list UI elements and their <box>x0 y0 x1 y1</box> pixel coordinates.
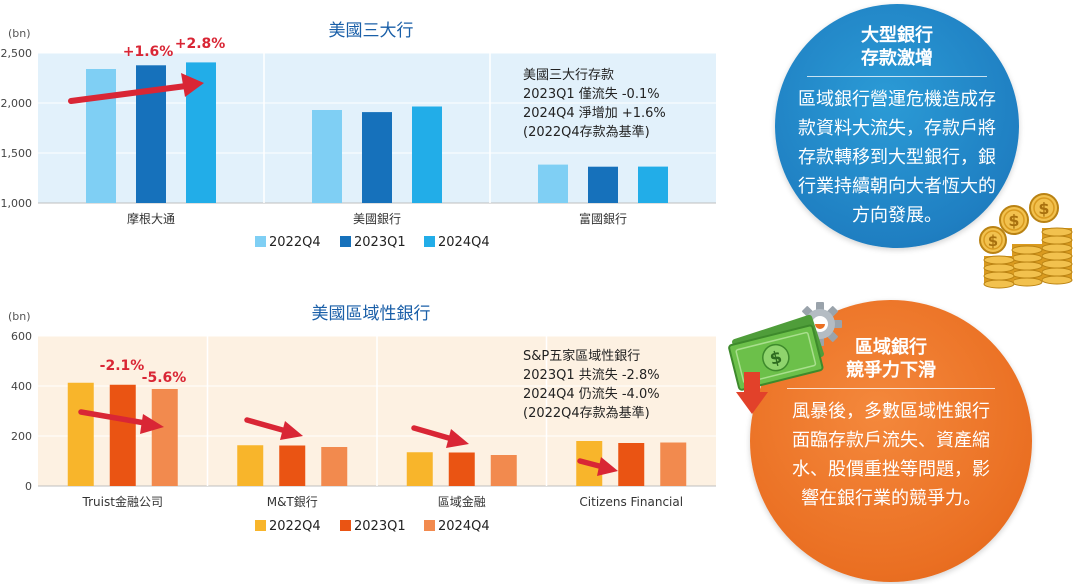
note-line-3: 2024Q4 淨增加 +1.6% <box>523 106 666 121</box>
x-tick-label: 美國銀行 <box>353 212 401 226</box>
y-unit-label: (bn) <box>8 27 31 40</box>
bar-2024q4-3 <box>660 442 687 486</box>
x-tick-label: 摩根大通 <box>127 211 175 226</box>
chart-big-banks: 美國三大行 (bn) 1,000 1,500 2,000 2,500 摩根大通 美國銀行… <box>0 0 740 270</box>
info-body-line-3: 水、股價重挫等問題，影 <box>792 459 990 480</box>
bar-2024q4-1 <box>321 447 348 486</box>
svg-text:$: $ <box>988 232 998 250</box>
bar-2024q4-0 <box>151 389 178 486</box>
y-tick-label: 400 <box>11 380 32 393</box>
info-body-line-4: 響在銀行業的競爭力。 <box>801 488 981 509</box>
legend: 2022Q4 2023Q1 2024Q4 <box>255 519 490 534</box>
pct-label-q4: -5.6% <box>142 370 187 386</box>
decrease-arrow-citizens <box>577 457 618 476</box>
coin-stack-icon: $ $ $ <box>979 193 1073 289</box>
bar-2023q1-1 <box>362 112 392 203</box>
pct-label-q1: -2.1% <box>100 358 145 374</box>
legend-label-2024q4: 2024Q4 <box>438 235 490 250</box>
bar-2022q4-0 <box>86 69 116 203</box>
legend-swatch-2022q4 <box>255 520 266 531</box>
info-body-line-2: 款資料大流失，存款戶將 <box>798 118 996 139</box>
bar-2022q4-1 <box>237 445 264 486</box>
decrease-arrow-regions <box>411 425 469 448</box>
info-body-line-2: 面臨存款戶流失、資產縮 <box>792 430 990 451</box>
y-tick-label: 1,500 <box>1 147 33 160</box>
note-line-4: (2022Q4存款為基準) <box>523 405 650 421</box>
bar-2022q4-0 <box>67 382 94 486</box>
bar-2024q4-2 <box>490 455 517 486</box>
info-title-line-1: 區域銀行 <box>855 337 927 358</box>
bar-2023q1-2 <box>448 452 475 486</box>
bar-2022q4-2 <box>538 164 568 203</box>
legend-swatch-2023q1 <box>340 236 351 247</box>
legend-swatch-2024q4 <box>424 236 435 247</box>
bar-2022q4-2 <box>406 452 433 486</box>
legend-swatch-2023q1 <box>340 520 351 531</box>
info-title-line-2: 競爭力下滑 <box>846 360 936 381</box>
note-line-4: (2022Q4存款為基準) <box>523 124 650 140</box>
decrease-arrow-truist <box>78 409 164 434</box>
svg-text:$: $ <box>1038 199 1049 218</box>
bar-2023q1-0 <box>109 384 136 486</box>
chart-title: 美國區域性銀行 <box>312 304 431 324</box>
y-tick-label: 2,000 <box>1 97 33 110</box>
decrease-arrow-mt <box>244 417 303 440</box>
bar-2022q4-1 <box>312 110 342 203</box>
svg-text:$: $ <box>768 347 784 369</box>
bar-2023q1-2 <box>588 166 618 203</box>
regional-banks-svg: 美國區域性銀行 (bn) 0 200 400 600 Truist金融公司 M&T銀行 區… <box>8 304 716 534</box>
x-tick-label: Citizens Financial <box>579 495 683 509</box>
y-tick-label: 200 <box>11 430 32 443</box>
info-body-line-1: 風暴後，多數區域性銀行 <box>792 401 990 422</box>
pct-label-q4: +2.8% <box>175 36 226 52</box>
bar-2023q1-0 <box>136 65 166 203</box>
y-tick-label: 2,500 <box>1 47 33 60</box>
svg-text:$: $ <box>1008 211 1019 230</box>
info-body-line-5: 方向發展。 <box>852 205 942 226</box>
info-body-line-3: 存款轉移到大型銀行，銀 <box>798 147 996 168</box>
chart-regional-banks: 美國區域性銀行 (bn) 0 200 400 600 Truist金融公司 M&T銀行 區… <box>0 290 740 550</box>
note-line-3: 2024Q4 仍流失 -4.0% <box>523 387 660 402</box>
bar-2024q4-2 <box>638 166 668 203</box>
x-tick-label: Truist金融公司 <box>82 494 163 509</box>
legend-label-2022q4: 2022Q4 <box>269 235 321 250</box>
info-title-line-1: 大型銀行 <box>861 25 933 46</box>
y-tick-label: 1,000 <box>1 197 33 210</box>
info-title-line-2: 存款激增 <box>861 48 933 69</box>
money-down-gear-icon: $ <box>728 302 842 414</box>
note-line-2: 2023Q1 共流失 -2.8% <box>523 368 660 383</box>
info-body-line-4: 行業持續朝向大者恆大的 <box>798 176 996 197</box>
legend-label-2023q1: 2023Q1 <box>354 235 406 250</box>
note-line-1: S&P五家區域性銀行 <box>523 348 640 364</box>
increase-arrow <box>68 73 204 104</box>
note-line-2: 2023Q1 僅流失 -0.1% <box>523 87 660 102</box>
pct-label-q1: +1.6% <box>123 44 174 60</box>
note-line-1: 美國三大行存款 <box>523 68 614 83</box>
x-tick-label: 富國銀行 <box>579 211 627 226</box>
legend-label-2024q4: 2024Q4 <box>438 519 490 534</box>
legend-label-2023q1: 2023Q1 <box>354 519 406 534</box>
big-banks-svg: 美國三大行 (bn) 1,000 1,500 2,000 2,500 摩根大通 美國銀行… <box>1 21 716 250</box>
info-divider <box>786 388 996 389</box>
legend-swatch-2024q4 <box>424 520 435 531</box>
info-circle-big-banks: 大型銀行 存款激增 區域銀行營運危機造成存 款資料大流失，存款戶將 存款轉移到大… <box>775 4 1019 248</box>
y-tick-label: 0 <box>25 480 32 493</box>
legend-label-2022q4: 2022Q4 <box>269 519 321 534</box>
x-tick-label: M&T銀行 <box>267 495 318 509</box>
bar-2024q4-1 <box>412 106 442 203</box>
bar-2023q1-3 <box>618 443 645 486</box>
y-unit-label: (bn) <box>8 310 31 323</box>
legend-swatch-2022q4 <box>255 236 266 247</box>
chart-title: 美國三大行 <box>329 21 414 41</box>
x-tick-label: 區域金融 <box>438 494 486 509</box>
info-divider <box>806 76 988 77</box>
bar-2023q1-1 <box>279 445 306 486</box>
legend: 2022Q4 2023Q1 2024Q4 <box>255 235 490 250</box>
y-tick-label: 600 <box>11 330 32 343</box>
info-body-line-1: 區域銀行營運危機造成存 <box>798 89 996 110</box>
